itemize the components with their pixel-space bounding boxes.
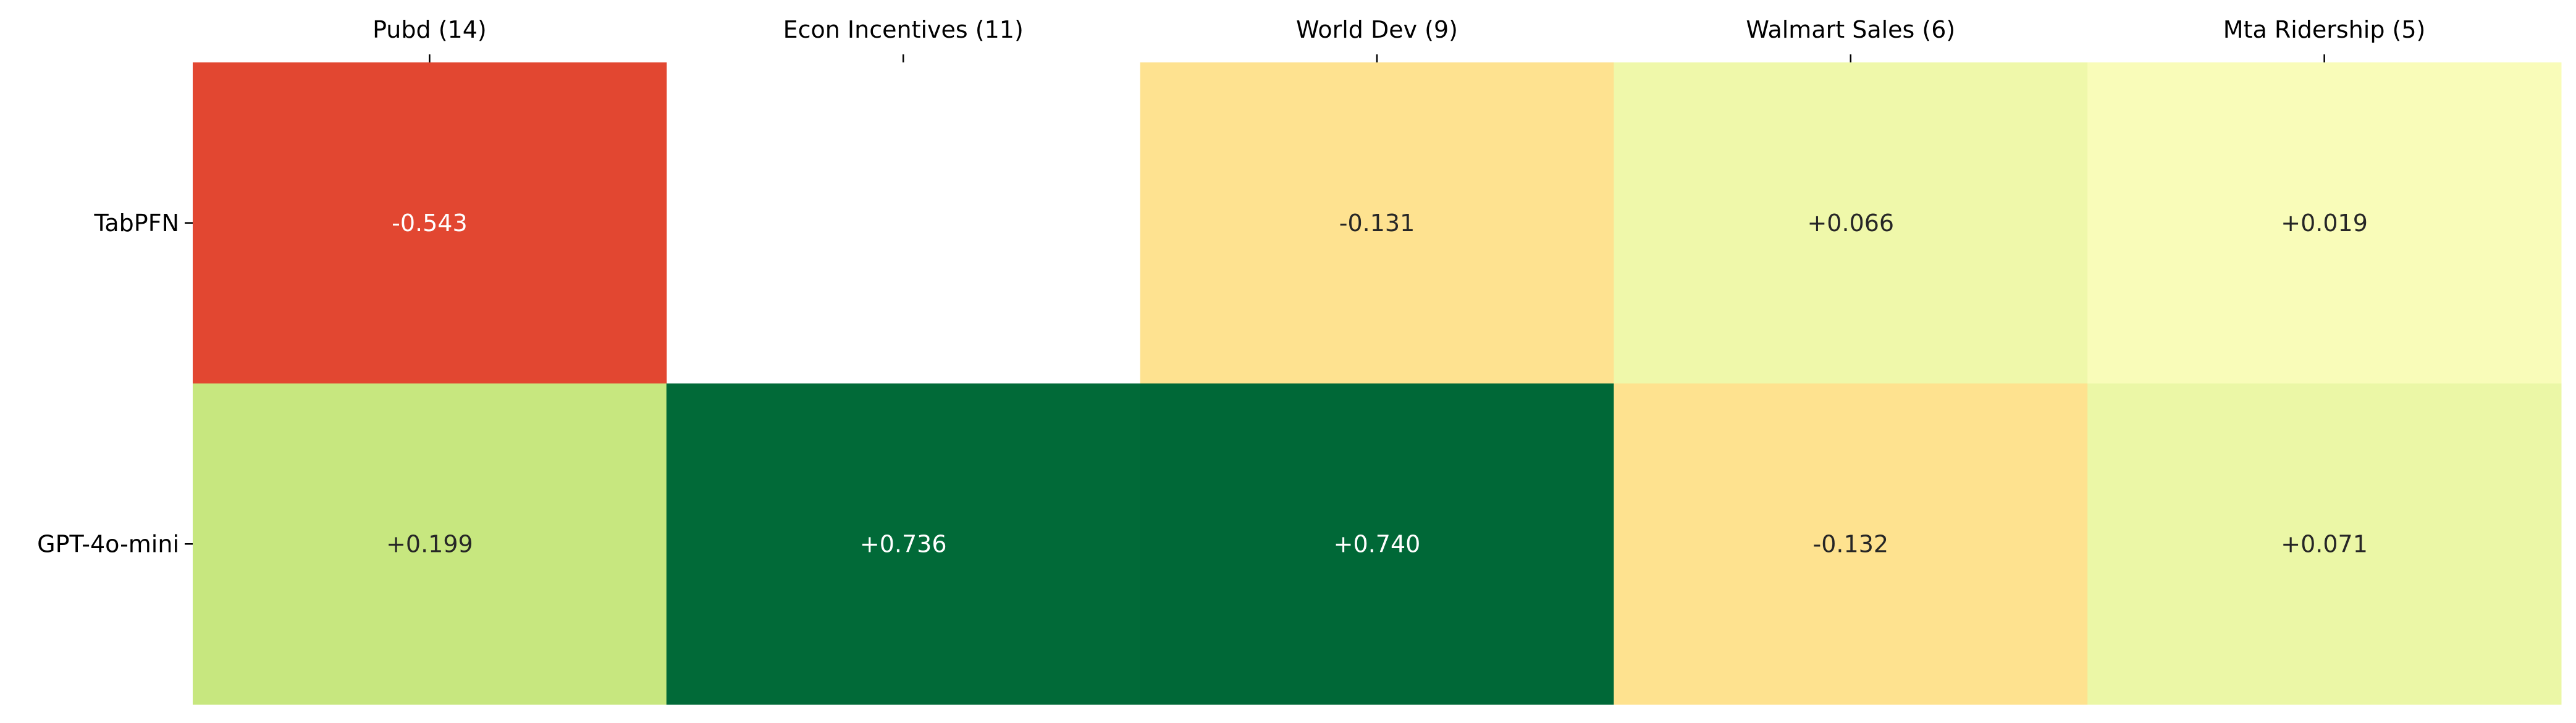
heatmap-cell xyxy=(666,383,1141,705)
cell-label: -0.132 xyxy=(1813,530,1889,557)
x-tick-label: Pubd (14) xyxy=(373,16,487,43)
x-tick-label: Walmart Sales (6) xyxy=(1746,16,1955,43)
heatmap-cell xyxy=(1140,62,1614,384)
heatmap-cell xyxy=(1614,383,2088,705)
cell-label: +0.066 xyxy=(1807,209,1894,237)
y-tick-label: TabPFN xyxy=(93,209,179,237)
x-tick-label: Econ Incentives (11) xyxy=(783,16,1024,43)
heatmap-cell xyxy=(1140,383,1614,705)
heatmap-cell xyxy=(193,383,667,705)
cell-label: +0.740 xyxy=(1334,530,1421,557)
x-tick-label: Mta Ridership (5) xyxy=(2223,16,2426,43)
heatmap-cell xyxy=(193,62,667,384)
cell-label: +0.071 xyxy=(2281,530,2368,557)
cell-label: +0.019 xyxy=(2281,209,2368,237)
heatmap-cell xyxy=(2087,383,2562,705)
heatmap-cell xyxy=(1614,62,2088,384)
x-tick-label: World Dev (9) xyxy=(1296,16,1458,43)
cell-label: -0.543 xyxy=(392,209,468,237)
heatmap-cell xyxy=(2087,62,2562,384)
cell-label: -0.131 xyxy=(1339,209,1415,237)
cell-label: +0.199 xyxy=(386,530,473,557)
y-tick-label: GPT-4o-mini xyxy=(37,530,179,557)
cell-label: +0.736 xyxy=(860,530,947,557)
